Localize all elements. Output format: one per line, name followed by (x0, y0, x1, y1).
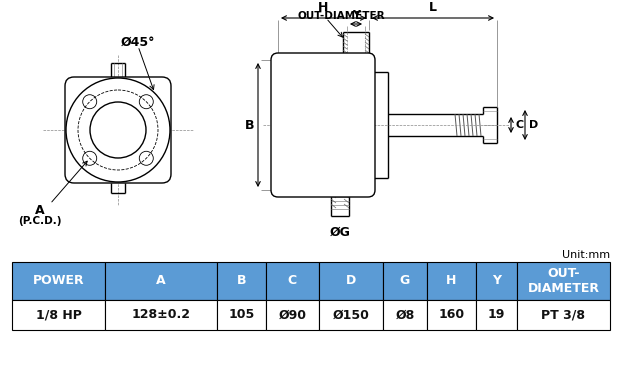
Text: Y: Y (492, 275, 501, 288)
FancyBboxPatch shape (65, 77, 171, 183)
Bar (105, 300, 217, 330)
Text: H: H (318, 1, 329, 14)
Text: 19: 19 (487, 309, 505, 322)
Text: 160: 160 (438, 309, 464, 322)
FancyBboxPatch shape (271, 53, 375, 197)
Text: Unit:mm: Unit:mm (562, 250, 610, 260)
Bar (12, 262, 105, 300)
Text: 1/8 HP: 1/8 HP (36, 309, 82, 322)
Text: Ø90: Ø90 (278, 309, 306, 322)
Bar (427, 300, 476, 330)
Text: H: H (446, 275, 457, 288)
Bar (105, 262, 217, 300)
Text: (P.C.D.): (P.C.D.) (18, 216, 62, 226)
Text: D: D (529, 120, 538, 130)
Text: Ø8: Ø8 (396, 309, 415, 322)
Bar (265, 262, 319, 300)
Text: 128±0.2: 128±0.2 (131, 309, 190, 322)
Bar (427, 262, 476, 300)
Text: C: C (515, 120, 523, 130)
Text: L: L (429, 1, 437, 14)
Text: B: B (237, 275, 246, 288)
Text: A: A (35, 203, 45, 217)
Bar (12, 300, 105, 330)
Text: C: C (288, 275, 297, 288)
Text: B: B (244, 119, 254, 132)
Bar (517, 262, 610, 300)
Text: OUT-
DIAMETER: OUT- DIAMETER (528, 267, 600, 295)
Bar (476, 262, 517, 300)
Text: PT 3/8: PT 3/8 (541, 309, 585, 322)
Text: 105: 105 (228, 309, 254, 322)
Text: POWER: POWER (33, 275, 84, 288)
Text: Ø45°: Ø45° (121, 36, 155, 49)
Bar (476, 300, 517, 330)
Text: Y: Y (352, 10, 360, 20)
Bar (319, 300, 383, 330)
Text: OUT-DIAMETER: OUT-DIAMETER (298, 11, 386, 21)
Bar (217, 300, 265, 330)
Text: D: D (346, 275, 356, 288)
Text: G: G (400, 275, 410, 288)
Bar (319, 262, 383, 300)
Bar (265, 300, 319, 330)
Text: ØG: ØG (330, 226, 350, 239)
Bar (383, 300, 427, 330)
Text: A: A (156, 275, 166, 288)
Bar (517, 300, 610, 330)
Text: Ø150: Ø150 (332, 309, 370, 322)
Bar (383, 262, 427, 300)
Bar (217, 262, 265, 300)
